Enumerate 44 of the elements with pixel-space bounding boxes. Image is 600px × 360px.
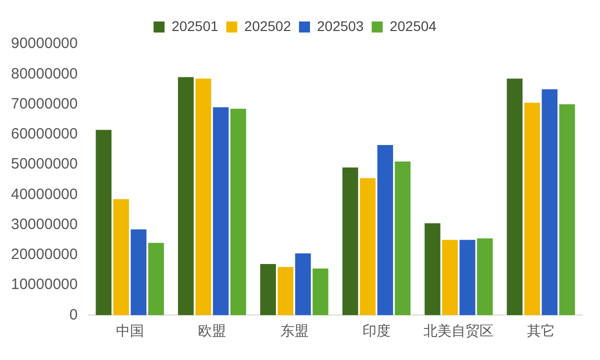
x-tick-label: 北美自贸区 (424, 322, 494, 338)
y-tick-label: 80000000 (10, 65, 78, 82)
x-tick-label: 印度 (362, 322, 390, 338)
bar (148, 242, 164, 316)
y-tick-label: 50000000 (10, 156, 78, 173)
y-tick-label: 60000000 (10, 126, 78, 143)
x-tick-label: 东盟 (280, 322, 308, 338)
bar (360, 178, 376, 316)
bar (230, 108, 246, 316)
bar (394, 162, 411, 316)
y-tick-label: 0 (69, 306, 78, 324)
legend-label: 202504 (390, 18, 437, 34)
bar (278, 266, 294, 316)
bar (312, 268, 328, 316)
y-tick-label: 30000000 (10, 216, 78, 233)
y-tick-label: 20000000 (10, 246, 78, 264)
bar (506, 78, 523, 316)
x-tick-label: 其它 (526, 322, 555, 338)
legend-label: 202503 (317, 18, 364, 34)
bar (195, 78, 212, 316)
bar (559, 104, 575, 316)
y-tick-label: 70000000 (10, 95, 78, 112)
bar (130, 229, 146, 316)
bar (424, 223, 440, 316)
bar (524, 102, 540, 316)
bar (477, 238, 493, 316)
y-tick-label: 90000000 (10, 35, 78, 52)
legend-label: 202501 (172, 18, 218, 34)
bar (342, 168, 358, 316)
bar (542, 89, 558, 316)
y-tick-label: 40000000 (10, 186, 78, 203)
legend-label: 202502 (244, 18, 292, 34)
x-tick-label: 欧盟 (198, 322, 226, 338)
bar (442, 240, 458, 316)
bar (96, 130, 112, 316)
x-tick-label: 中国 (116, 322, 144, 338)
bar (260, 264, 276, 316)
y-tick-label: 10000000 (10, 276, 78, 294)
bar (377, 144, 394, 316)
bar (295, 253, 311, 316)
bar (212, 107, 229, 316)
bar (460, 240, 476, 316)
bar (113, 199, 129, 316)
bar (178, 77, 194, 316)
